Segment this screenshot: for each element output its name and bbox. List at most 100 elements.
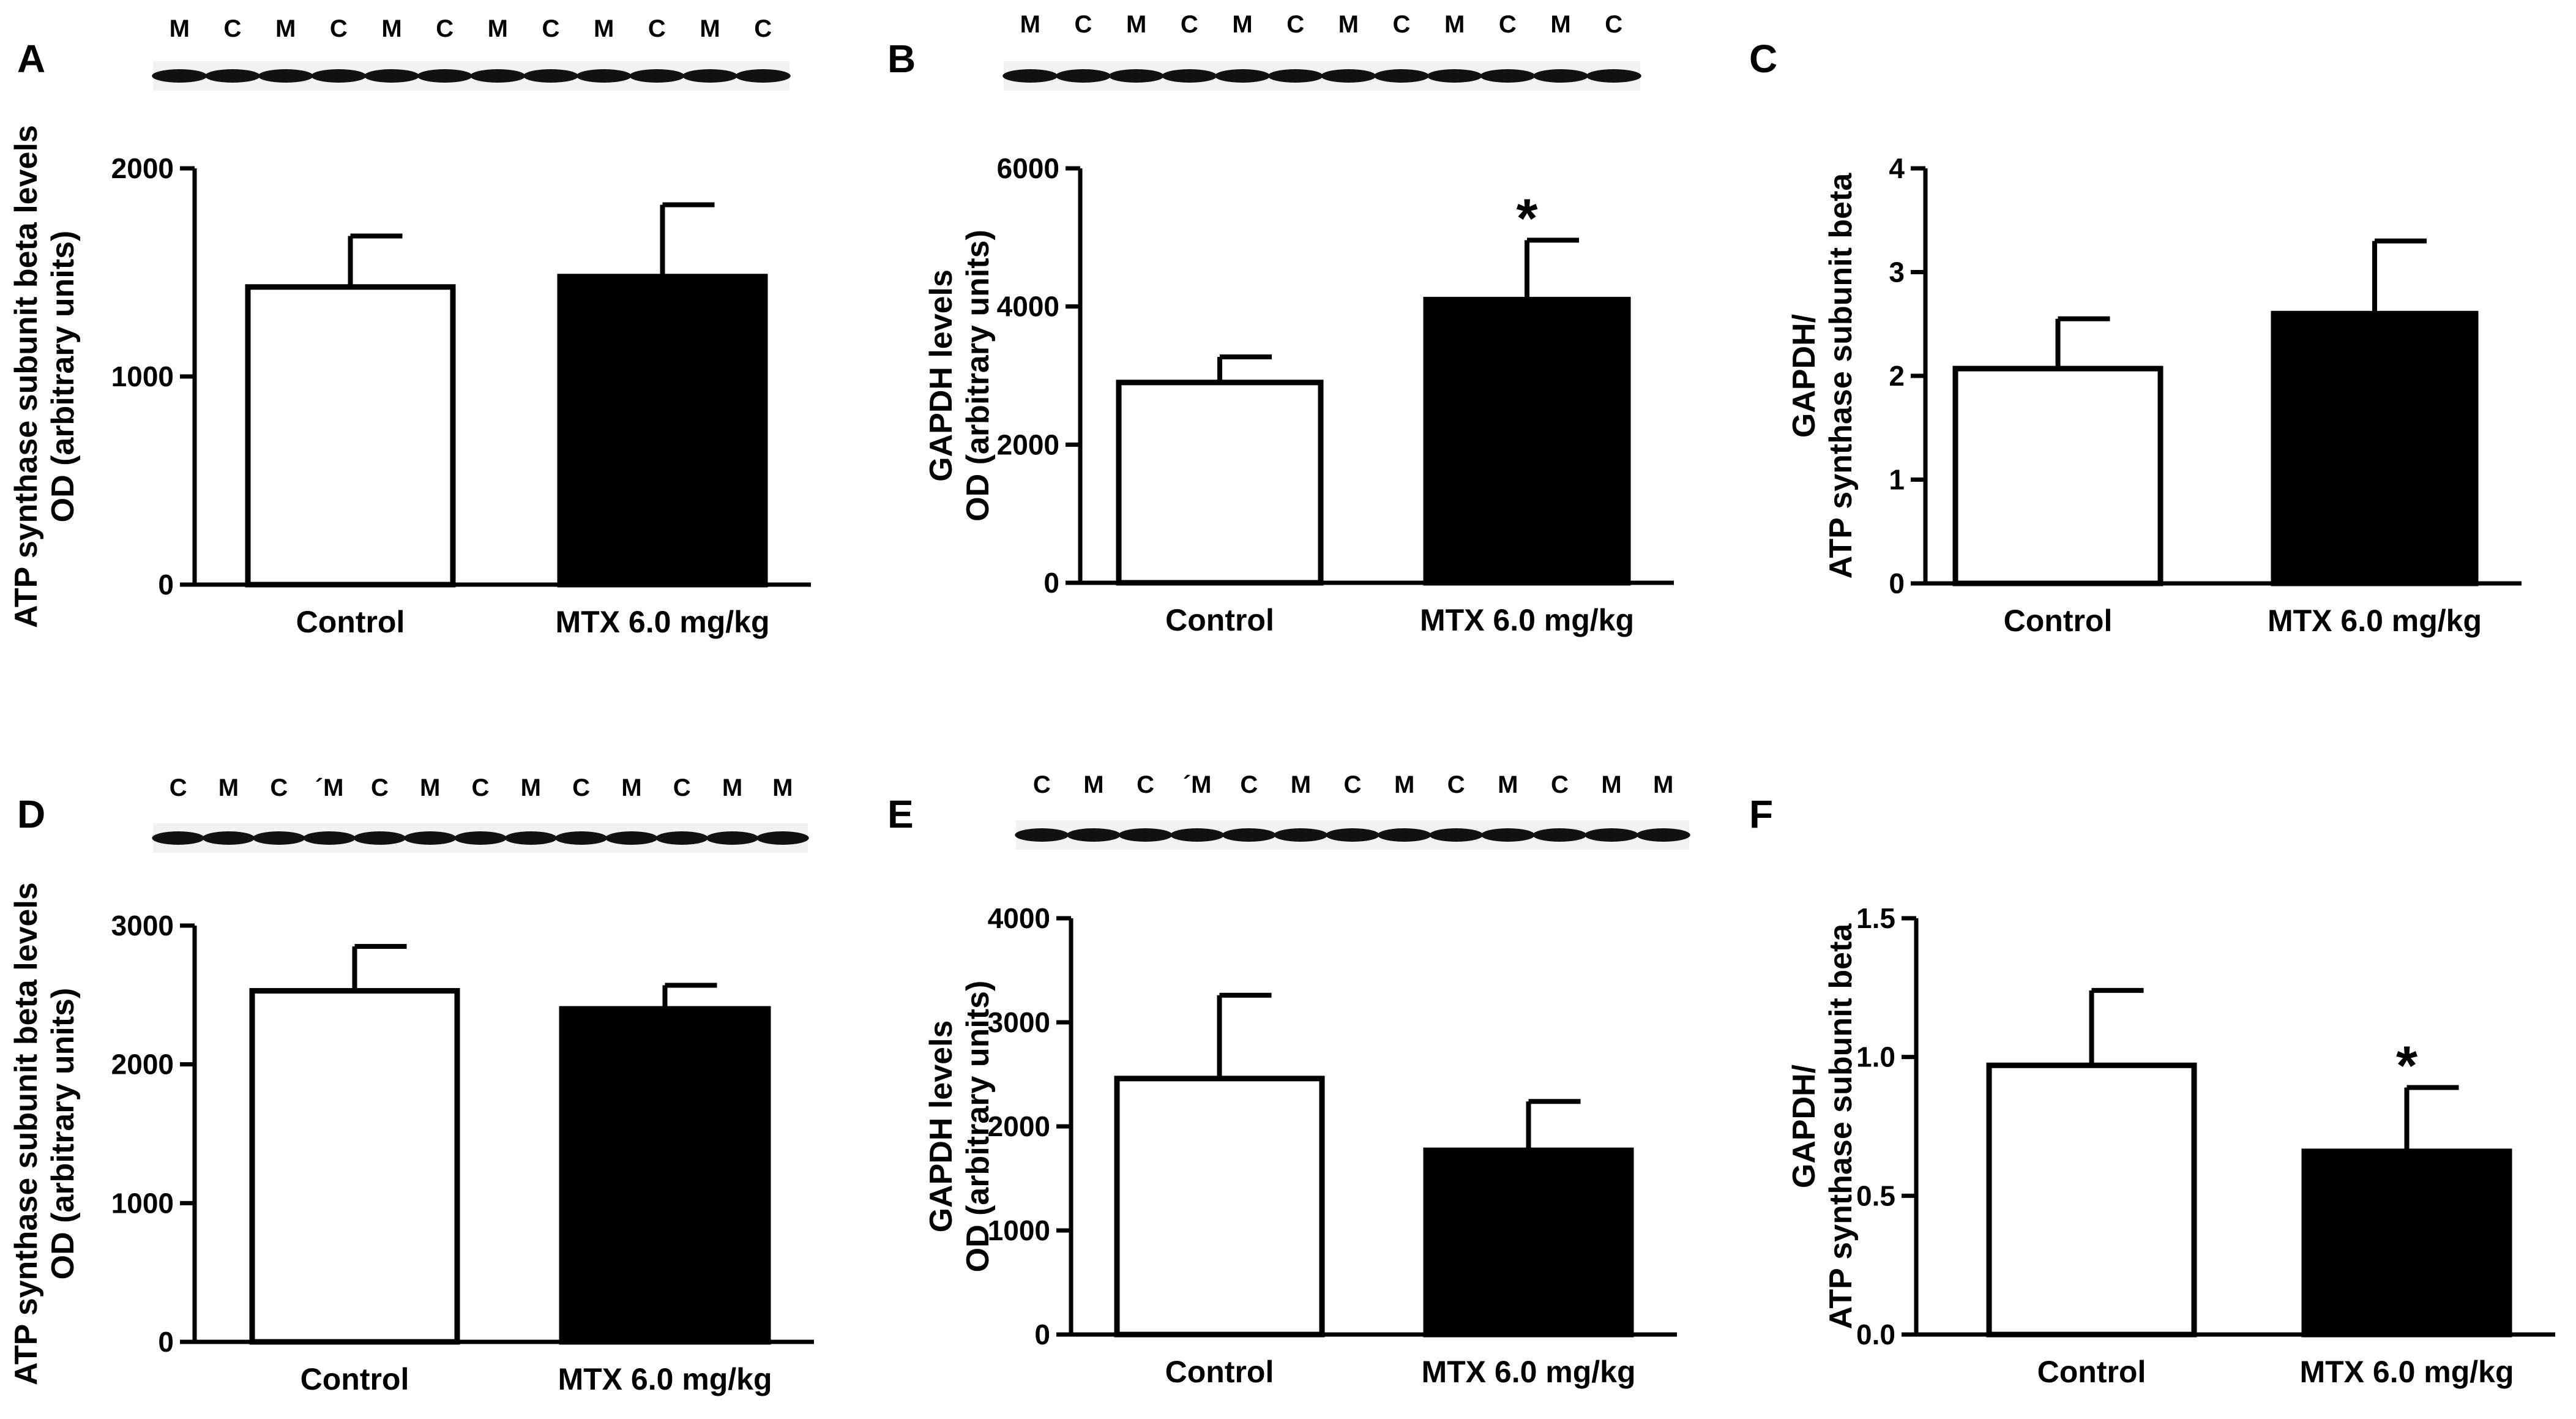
significance-marker: * [2396,1036,2417,1097]
y-tick-label: 0 [1889,567,1905,599]
blot-lane-label: M [1653,771,1673,798]
y-tick-label: 3000 [111,910,174,942]
category-label: Control [2004,604,2113,638]
blot-lane-label: C [1033,771,1051,798]
y-tick-label: 4000 [997,291,1059,323]
panel-label: F [1749,792,1773,836]
bar-control [1116,380,1324,586]
y-axis-label-line: GAPDH levels [924,269,959,482]
blot-lane-label: C [673,774,691,801]
y-axis-label: GAPDH levelsOD (arbitrary units) [924,230,996,522]
blot-band [353,831,406,845]
blot-band [152,831,204,845]
y-tick-label: 1.5 [1856,902,1895,934]
bar-control [249,988,460,1345]
y-axis-label-line: OD (arbitrary units) [960,230,996,522]
blot-band [706,831,759,845]
category-label: Control [1165,603,1274,637]
y-tick-label: 4000 [988,902,1050,934]
category-label: MTX 6.0 mg/kg [1420,603,1634,637]
blot-lane-label: C [542,15,560,42]
y-axis-label: GAPDH levelsOD (arbitrary units) [924,981,996,1273]
bar-control [1952,365,2163,586]
panel-label: E [887,792,914,836]
blot-band [1055,69,1111,83]
blot-band [756,831,809,845]
blot-lane-label: M [275,15,296,42]
bar-mtx [1423,296,1631,586]
blot-band [523,69,579,83]
blot-band [303,831,356,845]
blot-lane-label: C [1447,771,1465,798]
category-label: Control [1165,1355,1274,1389]
y-axis-label: GAPDH/ATP synthase subunit beta [1786,173,1859,579]
blot-band [1427,69,1482,83]
y-axis-label-line: OD (arbitrary units) [45,988,81,1280]
category-label: Control [296,605,405,639]
y-axis-label: ATP synthase subunit beta levelsOD (arbi… [9,882,81,1385]
significance-marker: * [1516,188,1537,249]
blot-band [1170,828,1225,842]
blot-lane-label: C [170,774,187,801]
blot-band [1326,828,1379,842]
blot-band [1222,828,1276,842]
blot-lane-label: M [1498,771,1518,798]
y-axis-label: GAPDH/ATP synthase subunit beta [1786,923,1859,1330]
y-tick-label: 0 [1034,1319,1050,1350]
blot-band [735,69,791,83]
blot-lane-label: M [170,15,190,42]
y-axis-label-line: ATP synthase subunit beta [1823,923,1859,1330]
y-axis-label-line: GAPDH levels [924,1020,959,1233]
category-label: MTX 6.0 mg/kg [2268,604,2482,638]
blot-band [1377,828,1432,842]
y-tick-label: 4 [1889,152,1905,184]
blot-lane-label: C [1499,11,1517,38]
y-tick-label: 0 [158,569,174,601]
y-tick-label: 0.5 [1856,1180,1895,1211]
blot-lane-label: M [722,774,742,801]
blot-lane-label: C [1181,11,1198,38]
blot-lane-label: M [218,774,239,801]
category-label: Control [301,1362,409,1396]
blot-band [1267,69,1323,83]
blot-band [682,69,738,83]
blot-lane-label: C [436,15,454,42]
panel-label: C [1749,37,1777,81]
blot-band [1321,69,1376,83]
blot-lane-label: C [1240,771,1258,798]
blot-band [311,69,367,83]
blot-lane-label: C [270,774,288,801]
blot-band [605,831,658,845]
panel-label: B [887,37,916,81]
blot-band [258,69,313,83]
blot-band [454,831,507,845]
blot-lane-label: M [521,774,541,801]
blot-band [1066,828,1121,842]
y-tick-label: 3000 [988,1006,1050,1038]
blot-band [204,69,261,83]
category-label: Control [2037,1355,2146,1389]
blot-lane-label: C [224,15,242,42]
blot-band [1586,69,1641,83]
bar-mtx [1423,1147,1634,1338]
bar-mtx [2271,310,2479,586]
blot-band [1162,69,1217,83]
blot-band [1636,828,1690,842]
category-label: MTX 6.0 mg/kg [558,1362,772,1396]
blot-band [1533,828,1587,842]
bar-mtx [2301,1148,2512,1338]
blot-lane-label: M [1083,771,1103,798]
y-axis-label-line: ATP synthase subunit beta levels [9,125,44,628]
y-tick-label: 2 [1889,360,1905,392]
blot-lane-label: C [648,15,666,42]
y-tick-label: 1000 [988,1215,1050,1246]
blot-band [252,831,305,845]
y-tick-label: 2000 [111,152,174,184]
bar-control [1986,1062,2197,1338]
blot-lane-label: ´M [315,774,344,801]
blot-lane-label: M [700,15,720,42]
blot-lane-label: M [1394,771,1414,798]
blot-lane-label: M [420,774,440,801]
y-tick-label: 1000 [111,1187,174,1219]
